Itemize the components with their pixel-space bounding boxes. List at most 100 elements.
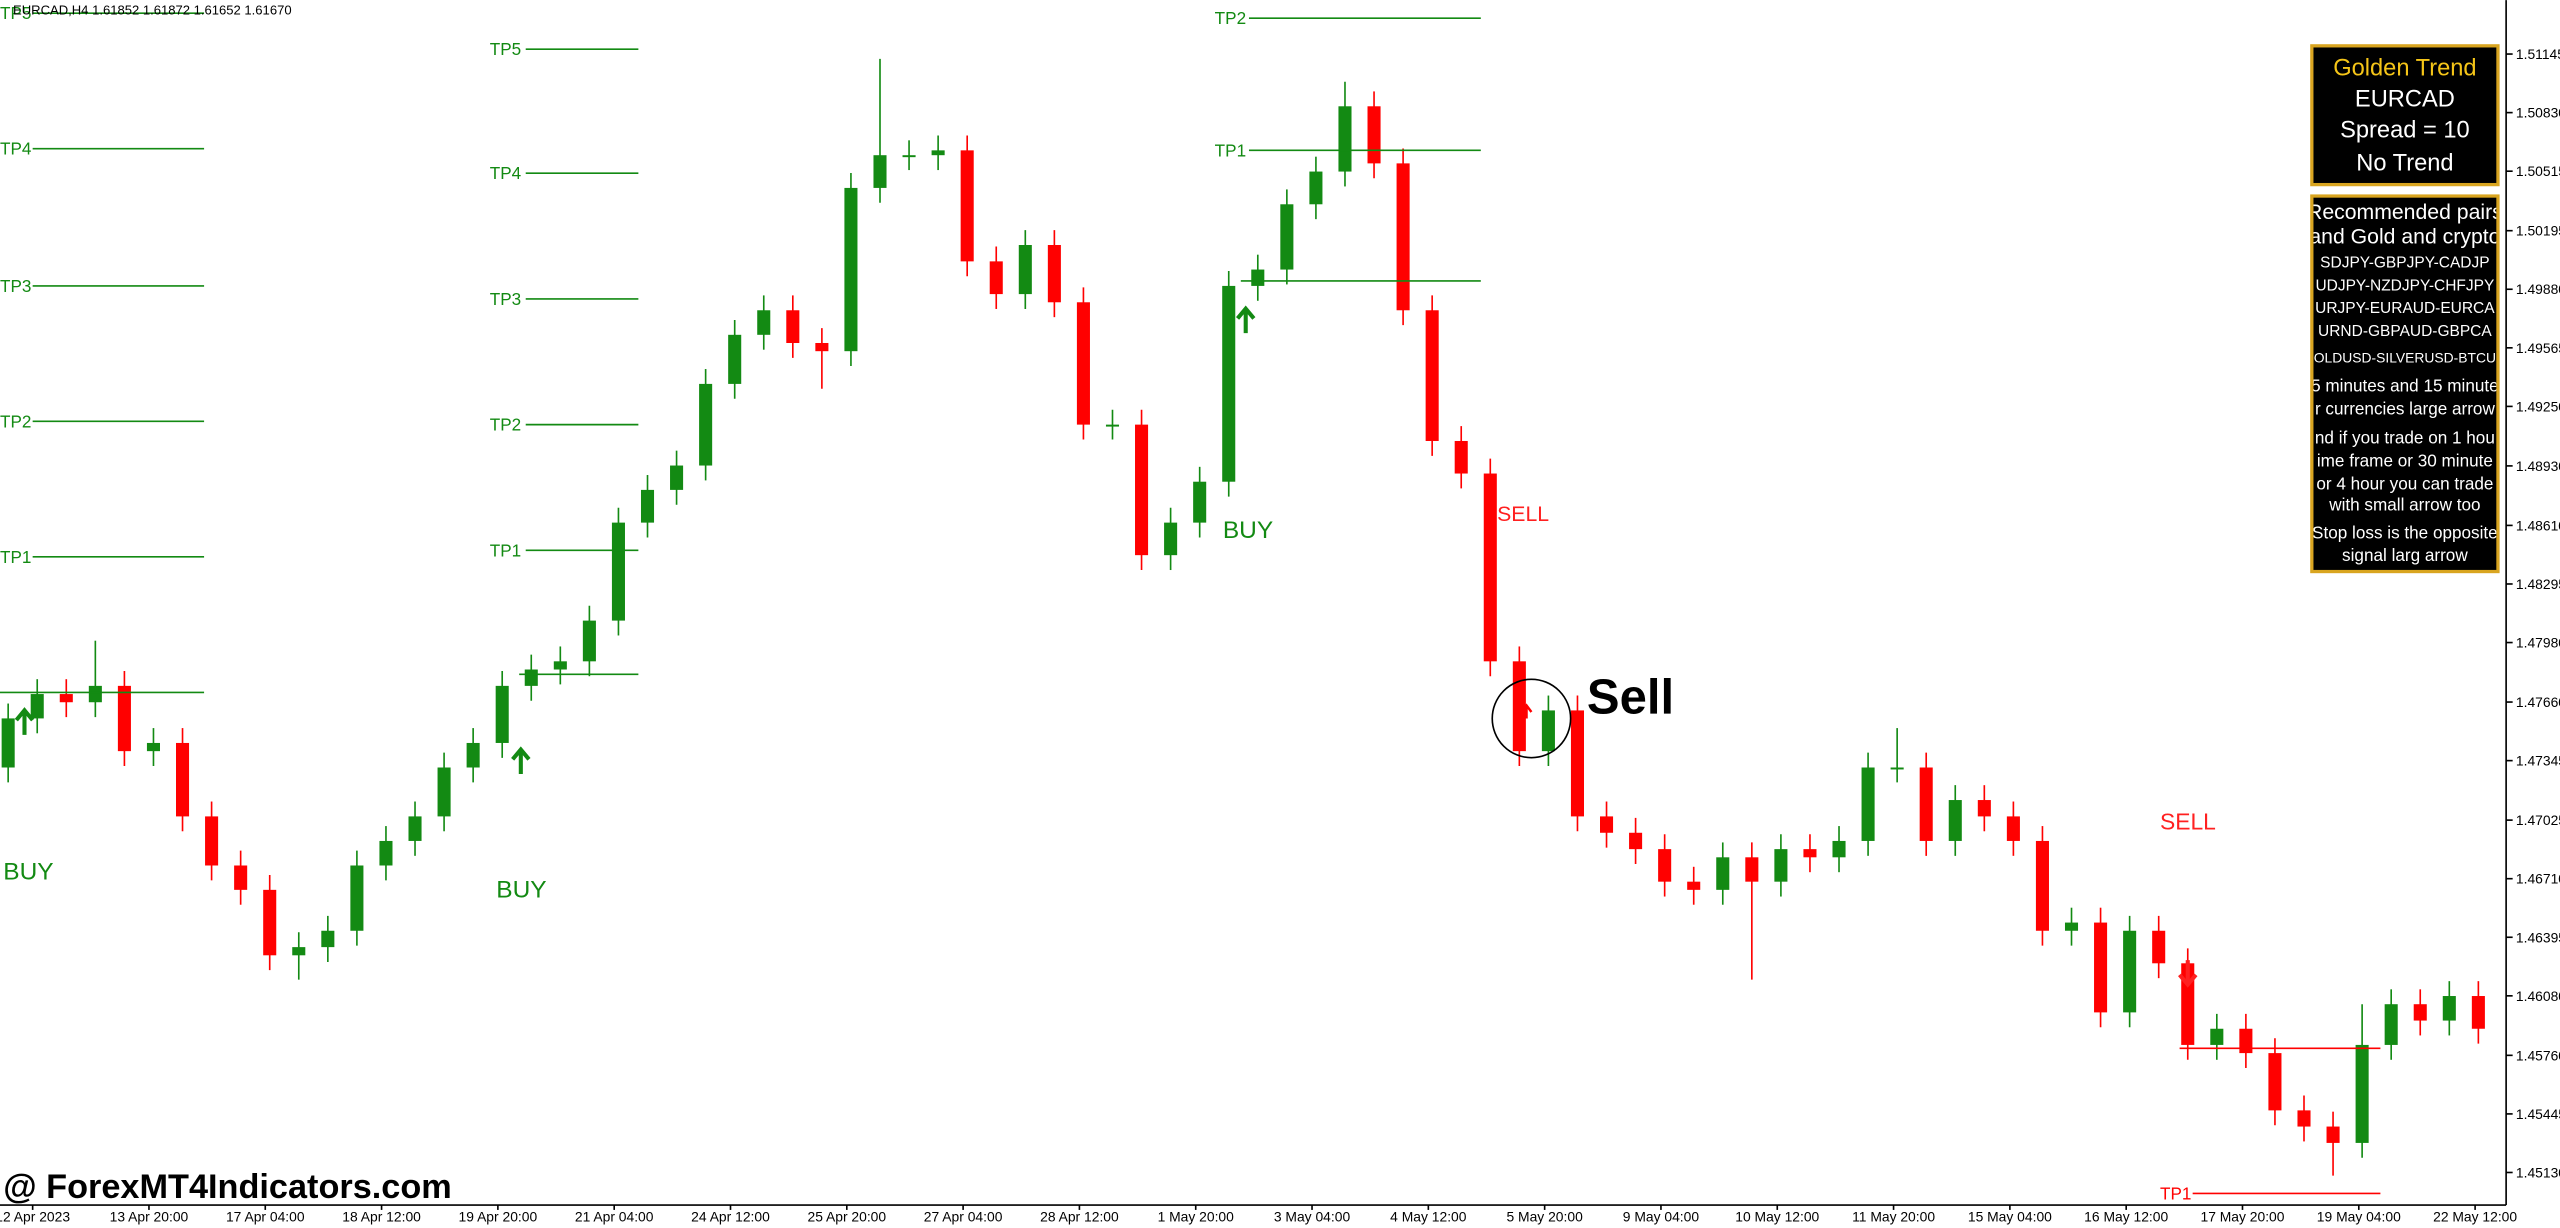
candle-body xyxy=(1716,857,1730,890)
y-tick-label: 1.50195 xyxy=(2516,223,2560,239)
candle-body xyxy=(2268,1053,2282,1111)
candle-body xyxy=(1018,245,1032,295)
candle-body xyxy=(1280,204,1294,270)
candle-body xyxy=(2006,816,2020,841)
x-tick-label: 15 May 04:00 xyxy=(1968,1208,2052,1224)
info-line: or 4 hour you can trade xyxy=(2316,473,2493,493)
info-line: and Gold and crypto xyxy=(2309,225,2500,248)
candle-body xyxy=(2035,840,2049,931)
candle-body xyxy=(1193,481,1207,523)
candle-body xyxy=(2442,996,2456,1021)
x-tick-label: 27 Apr 04:00 xyxy=(924,1208,1003,1224)
signal-arrow xyxy=(1520,703,1533,719)
x-tick-label: 17 May 20:00 xyxy=(2200,1208,2284,1224)
candle-body xyxy=(815,342,829,352)
candle-body xyxy=(1164,522,1178,556)
tp-label: TP2 xyxy=(490,415,521,435)
candle-body xyxy=(1570,710,1584,817)
candle-body xyxy=(931,150,945,156)
tp-label: TP1 xyxy=(490,540,521,560)
y-tick-label: 1.46710 xyxy=(2516,871,2560,887)
tp-label: TP4 xyxy=(490,163,522,183)
candle-body xyxy=(1135,424,1149,556)
candle-body xyxy=(1541,710,1555,752)
info-line: nd if you trade on 1 hou xyxy=(2315,428,2495,448)
candle-body xyxy=(1,718,15,768)
candle-body xyxy=(873,155,887,188)
candle-body xyxy=(205,816,219,866)
x-tick-label: 3 May 04:00 xyxy=(1274,1208,1351,1224)
candle-body xyxy=(1658,849,1672,882)
candle-body xyxy=(1251,269,1265,286)
candle-body xyxy=(2210,1028,2224,1045)
y-tick-label: 1.45445 xyxy=(2516,1106,2560,1122)
x-tick-label: 24 Apr 12:00 xyxy=(691,1208,770,1224)
candle-body xyxy=(408,816,422,841)
candle-body xyxy=(2355,1044,2369,1143)
panel-box xyxy=(2310,44,2500,187)
y-tick-label: 1.50830 xyxy=(2516,105,2560,121)
info-line: ime frame or 30 minute xyxy=(2317,451,2493,471)
candle-body xyxy=(989,261,1003,295)
candle-body xyxy=(59,694,73,703)
candle-body xyxy=(1600,816,1614,833)
tp-label: TP3 xyxy=(0,276,31,296)
y-tick-label: 1.48610 xyxy=(2516,517,2560,533)
y-tick-label: 1.47980 xyxy=(2516,635,2560,651)
x-tick-label: 4 May 12:00 xyxy=(1390,1208,1467,1224)
candle-body xyxy=(88,685,102,703)
x-tick-label: 18 Apr 12:00 xyxy=(342,1208,421,1224)
candle-body xyxy=(1687,881,1701,890)
y-tick-label: 1.49880 xyxy=(2516,281,2560,297)
x-tick-label: 22 May 12:00 xyxy=(2433,1208,2517,1224)
signal-arrow xyxy=(14,707,35,735)
candle-body xyxy=(1919,767,1933,841)
info-box xyxy=(2310,194,2500,574)
candle-body xyxy=(524,669,538,686)
candle-body xyxy=(2152,930,2166,964)
tp-label: TP3 xyxy=(490,289,521,309)
candle-body xyxy=(2123,930,2137,1013)
candle-body xyxy=(292,947,306,956)
y-tick-label: 1.45760 xyxy=(2516,1047,2560,1063)
panel-title: Golden Trend xyxy=(2333,56,2476,82)
candle-body xyxy=(1076,302,1090,425)
info-line: SDJPY-GBPJPY-CADJP xyxy=(2320,254,2489,271)
candle-body xyxy=(582,620,596,662)
candle-body xyxy=(1396,163,1410,311)
candle-body xyxy=(2239,1028,2253,1054)
status-panel: Golden Trend EURCAD Spread = 10 No Trend xyxy=(2310,44,2500,187)
candle-body xyxy=(1309,171,1323,205)
candle-body xyxy=(902,155,916,158)
candle-body xyxy=(2413,1004,2427,1021)
tp-label: TP1 xyxy=(1215,140,1246,160)
y-tick-label: 1.47025 xyxy=(2516,812,2560,828)
tp-label: TP2 xyxy=(1215,8,1246,28)
candle-body xyxy=(350,865,364,931)
tp-label: TP1 xyxy=(0,547,31,567)
tp-label: TP5 xyxy=(490,39,521,59)
candle-body xyxy=(757,310,771,335)
info-line: OLDUSD-SILVERUSD-BTCU xyxy=(2314,350,2496,366)
candle-body xyxy=(2384,1004,2398,1045)
candle-body xyxy=(670,465,684,490)
candle-body xyxy=(2094,922,2108,1013)
candle-body xyxy=(2326,1126,2340,1143)
x-tick-label: 28 Apr 12:00 xyxy=(1040,1208,1119,1224)
candle-body xyxy=(1105,424,1120,427)
info-line: UDJPY-NZDJPY-CHFJPY xyxy=(2315,277,2494,294)
tp-label: TP1 xyxy=(2160,1183,2191,1203)
y-tick-label: 1.46080 xyxy=(2516,988,2560,1004)
x-tick-label: 13 Apr 20:00 xyxy=(110,1208,189,1224)
candle-body xyxy=(1803,849,1817,858)
signal-label: BUY xyxy=(3,858,53,885)
candle-body xyxy=(1483,473,1497,662)
candle-body xyxy=(466,742,480,768)
signal-arrow xyxy=(2178,960,2198,988)
signal-circle xyxy=(1491,678,1572,759)
candle-body xyxy=(1338,106,1352,172)
